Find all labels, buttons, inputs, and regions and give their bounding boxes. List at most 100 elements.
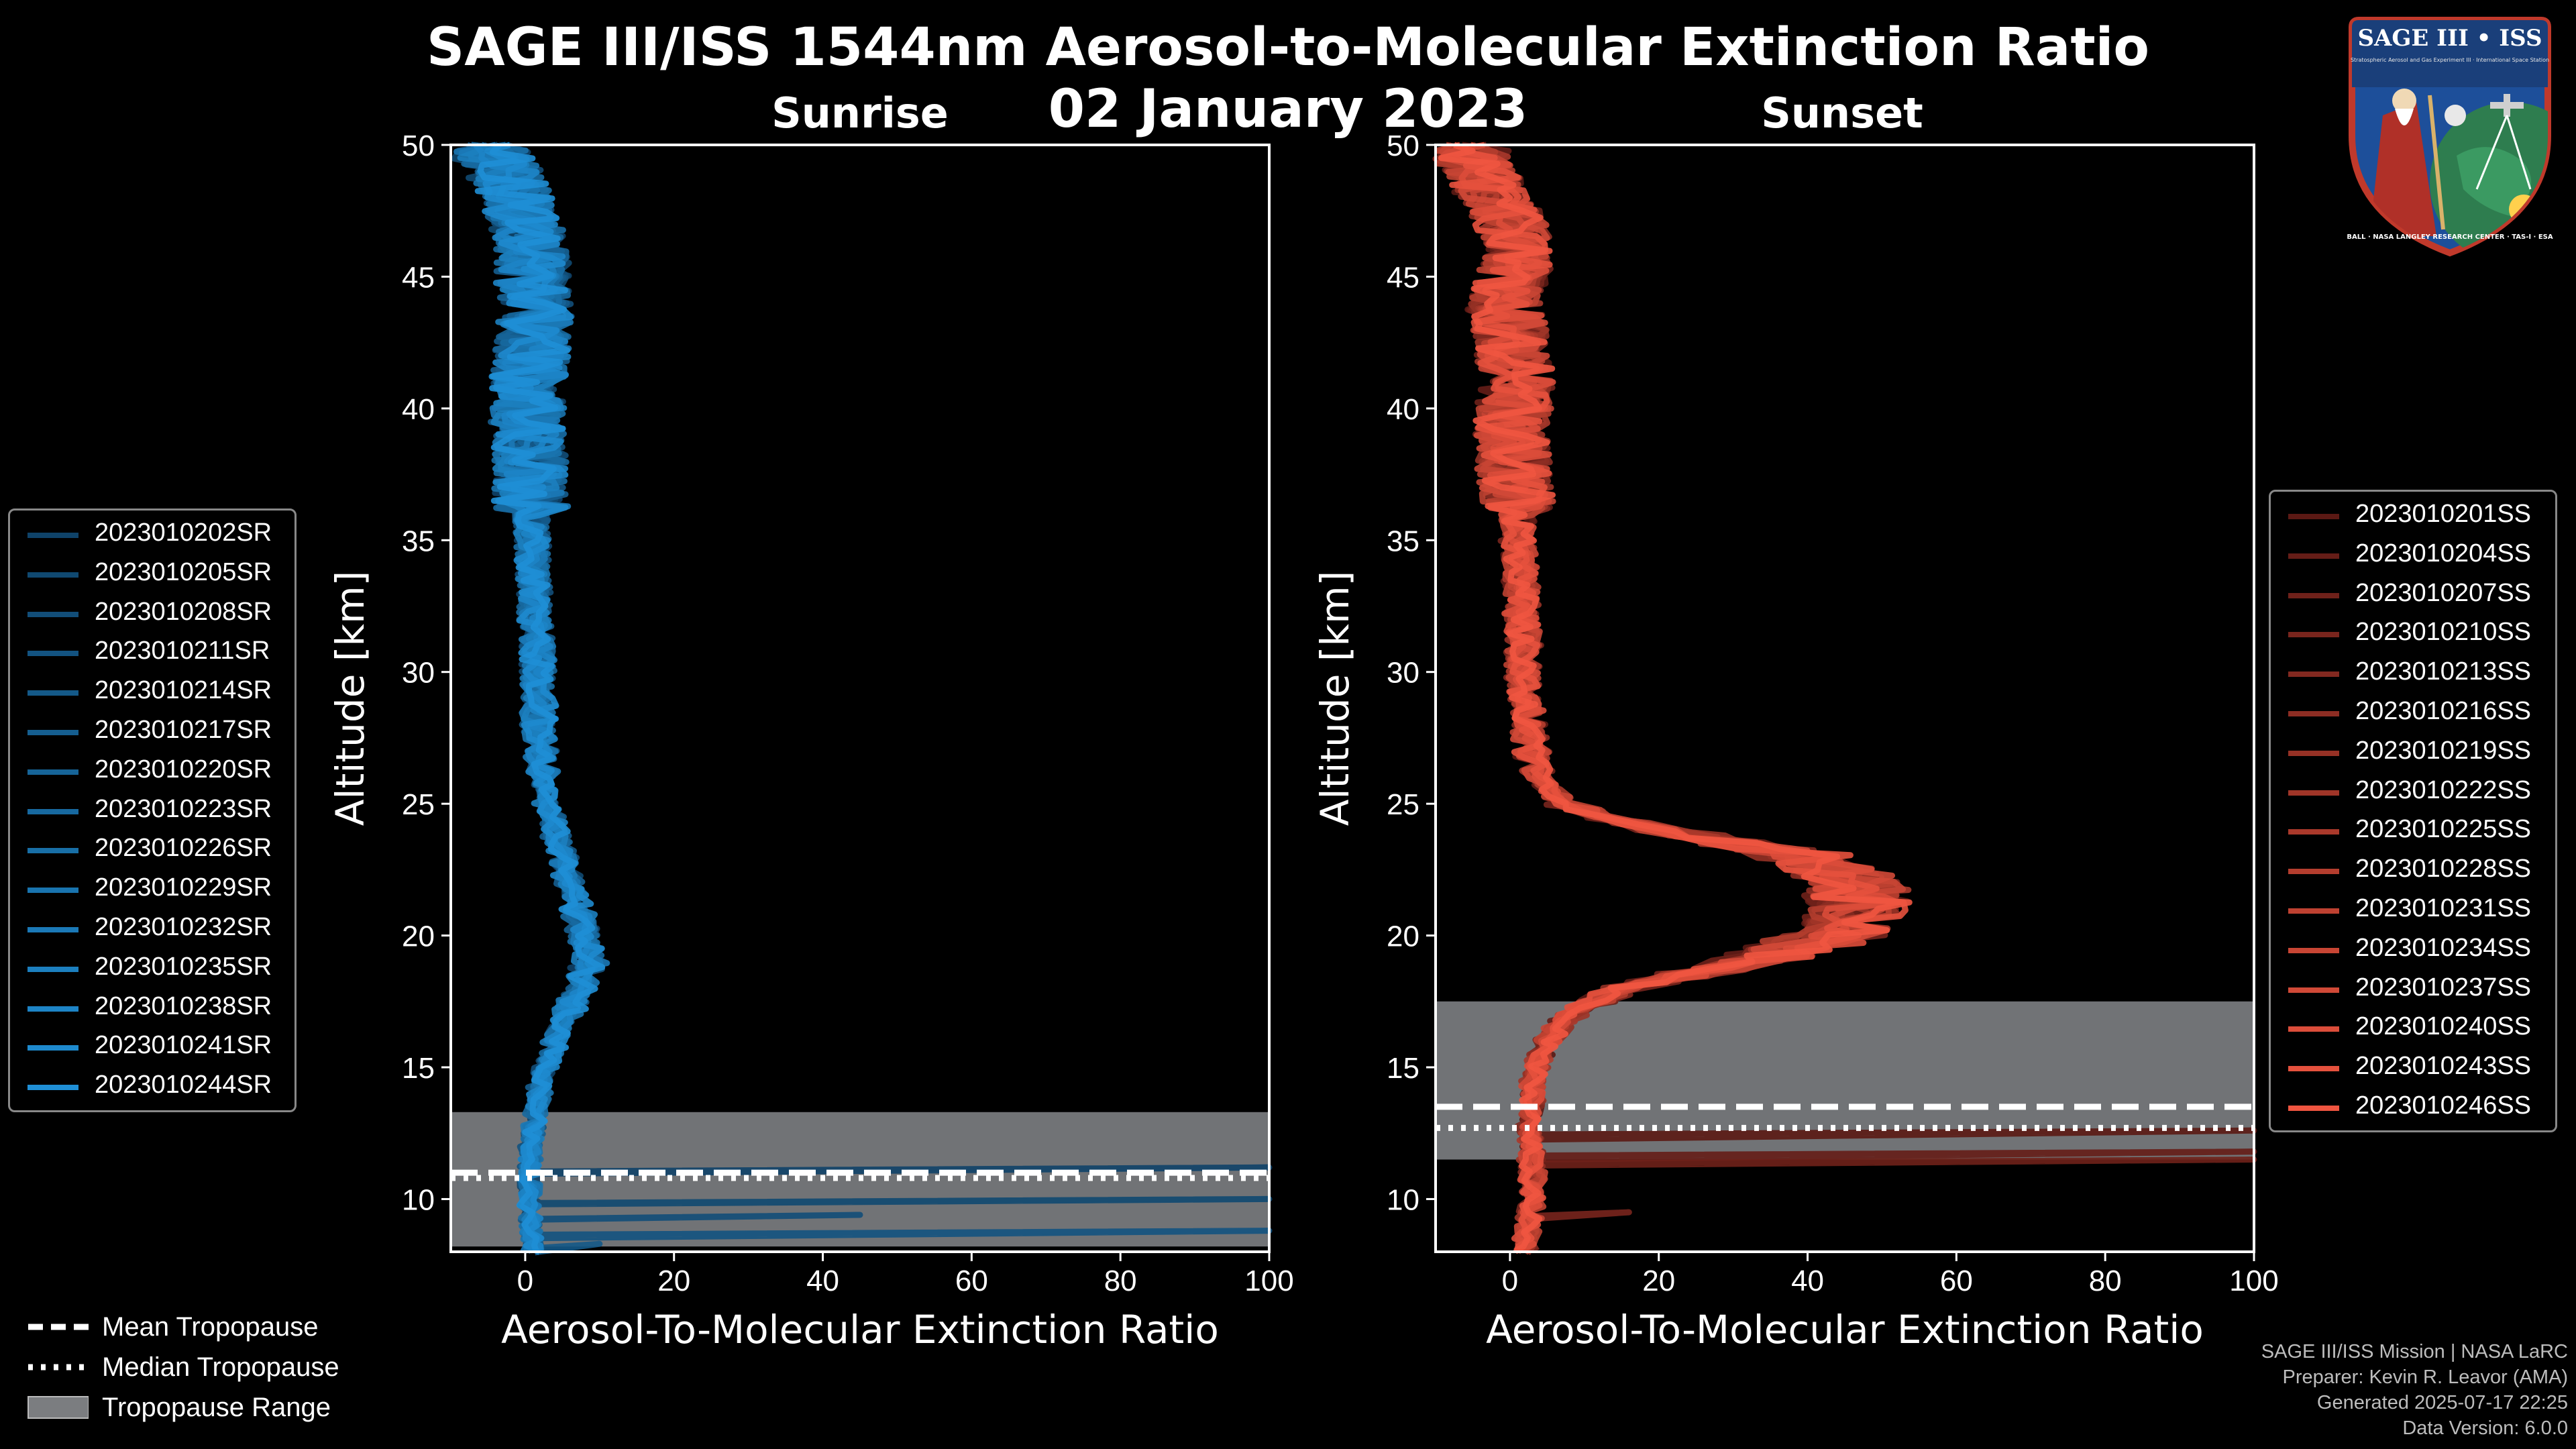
legend-item: 2023010223SR — [10, 791, 294, 830]
legend-item: 2023010241SR — [10, 1027, 294, 1066]
legend-item: 2023010217SR — [10, 712, 294, 751]
legend-swatch — [28, 651, 78, 657]
legend-label: 2023010220SR — [95, 755, 272, 784]
x-tick-label: 20 — [1642, 1265, 1675, 1297]
legend-swatch — [28, 808, 78, 814]
x-tick-label: 40 — [1791, 1265, 1824, 1297]
legend-label: 2023010237SS — [2355, 973, 2532, 1002]
legend-label: 2023010211SR — [95, 637, 270, 665]
legend-item: 2023010208SR — [10, 594, 294, 633]
legend-label: 2023010225SS — [2355, 815, 2532, 844]
legend-sunset: 2023010201SS 2023010204SS 2023010207SS 2023… — [2269, 490, 2557, 1132]
y-axis-label: Altitude [km] — [1312, 571, 1358, 826]
legend-item: 2023010235SR — [10, 949, 294, 987]
legend-label: 2023010216SS — [2355, 697, 2532, 725]
legend-item: 2023010220SR — [10, 751, 294, 790]
legend-item: 2023010202SR — [10, 515, 294, 553]
legend-label: 2023010214SR — [95, 676, 272, 705]
panel-title: Sunrise — [771, 89, 949, 138]
legend-label: 2023010210SS — [2355, 618, 2532, 647]
legend-item: 2023010207SS — [2271, 575, 2555, 614]
y-tick-label: 10 — [1387, 1183, 1419, 1216]
legend-swatch — [28, 690, 78, 696]
legend-item: 2023010246SS — [2271, 1087, 2555, 1126]
x-tick-label: 0 — [517, 1265, 533, 1297]
legend-item: 2023010237SS — [2271, 969, 2555, 1008]
profiles — [1432, 142, 2257, 1255]
legend-label: 2023010226SR — [95, 834, 272, 863]
x-tick-label: 80 — [1104, 1265, 1137, 1297]
legend-label: 2023010229SR — [95, 873, 272, 902]
logo-top-text: SAGE III • ISS — [2357, 25, 2542, 52]
logo-sub-text: Stratospheric Aerosol and Gas Experiment… — [2351, 57, 2549, 63]
legend-swatch — [2288, 987, 2339, 993]
plot-frame — [1434, 144, 2255, 1253]
legend-swatch — [2288, 553, 2339, 559]
x-tick-label: 0 — [1502, 1265, 1518, 1297]
y-tick-label: 35 — [1387, 525, 1419, 557]
y-tick-label: 15 — [1387, 1052, 1419, 1085]
profile-2023010244SR — [474, 142, 606, 1252]
legend-swatch — [28, 966, 78, 972]
legend-range-label: Tropopause Range — [102, 1393, 331, 1422]
y-tick-label: 40 — [402, 393, 435, 426]
legend-swatch — [2288, 947, 2339, 953]
x-tick-label: 60 — [1940, 1265, 1973, 1297]
legend-item: 2023010229SR — [10, 869, 294, 908]
logo-iss-icon — [2490, 94, 2524, 117]
legend-item: 2023010216SS — [2271, 693, 2555, 732]
y-tick-label: 25 — [1387, 788, 1419, 821]
credit-generated: Generated 2025-07-17 22:25 — [2316, 1392, 2568, 1413]
legend-item: 2023010243SS — [2271, 1048, 2555, 1087]
legend-label: 2023010207SS — [2355, 578, 2532, 607]
legend-swatch — [2288, 632, 2339, 638]
plot-frame — [449, 144, 1271, 1253]
legend-swatch — [28, 730, 78, 735]
y-tick-label: 25 — [402, 788, 435, 821]
legend-sunrise: 2023010202SR 2023010205SR 2023010208SR 2023… — [8, 508, 297, 1112]
legend-label: 2023010231SS — [2355, 894, 2532, 922]
logo-ring-text: BALL · NASA LANGLEY RESEARCH CENTER · TA… — [2347, 233, 2553, 241]
profiles — [451, 142, 1273, 1256]
legend-label: 2023010217SR — [95, 716, 272, 744]
legend-swatch — [28, 1045, 78, 1051]
legend-swatch — [2288, 908, 2339, 914]
legend-swatch — [28, 572, 78, 578]
x-tick-label: 60 — [955, 1265, 988, 1297]
credit-mission: SAGE III/ISS Mission | NASA LaRC — [2261, 1341, 2568, 1362]
legend-label: 2023010222SS — [2355, 775, 2532, 804]
legend-swatch — [28, 1085, 78, 1091]
legend-item: 2023010232SR — [10, 909, 294, 948]
legend-label: 2023010232SR — [95, 913, 272, 941]
legend-swatch — [28, 769, 78, 775]
x-axis-label: Aerosol-To-Molecular Extinction Ratio — [1486, 1307, 2204, 1352]
legend-item: 2023010234SS — [2271, 930, 2555, 969]
y-tick-label: 20 — [402, 920, 435, 953]
legend-swatch — [2288, 1066, 2339, 1072]
y-tick-label: 30 — [1387, 657, 1419, 690]
legend-item: 2023010219SS — [2271, 733, 2555, 771]
legend-swatch — [2288, 829, 2339, 835]
credit-preparer: Preparer: Kevin R. Leavor (AMA) — [2282, 1366, 2568, 1388]
legend-item: 2023010244SR — [10, 1067, 294, 1106]
legend-label: 2023010205SR — [95, 557, 272, 586]
credit-version: Data Version: 6.0.0 — [2402, 1417, 2568, 1439]
y-tick-label: 50 — [402, 129, 435, 162]
legend-item: 2023010214SR — [10, 672, 294, 711]
y-tick-label: 10 — [402, 1183, 435, 1216]
x-tick-label: 100 — [2229, 1265, 2278, 1297]
legend-item: 2023010222SS — [2271, 772, 2555, 811]
y-axis-label: Altitude [km] — [327, 571, 373, 826]
legend-label: 2023010244SR — [95, 1071, 272, 1099]
legend-swatch — [2288, 1026, 2339, 1032]
legend-swatch — [2288, 672, 2339, 678]
legend-swatch — [2288, 592, 2339, 598]
legend-item: 2023010231SS — [2271, 890, 2555, 929]
y-tick-label: 35 — [402, 525, 435, 557]
sage-iss-mission-logo: SAGE III • ISS Stratospheric Aerosol and… — [2347, 17, 2553, 257]
credits: SAGE III/ISS Mission | NASA LaRC Prepare… — [2261, 1339, 2568, 1441]
legend-label: 2023010243SS — [2355, 1052, 2532, 1081]
legend-swatch — [2288, 750, 2339, 756]
